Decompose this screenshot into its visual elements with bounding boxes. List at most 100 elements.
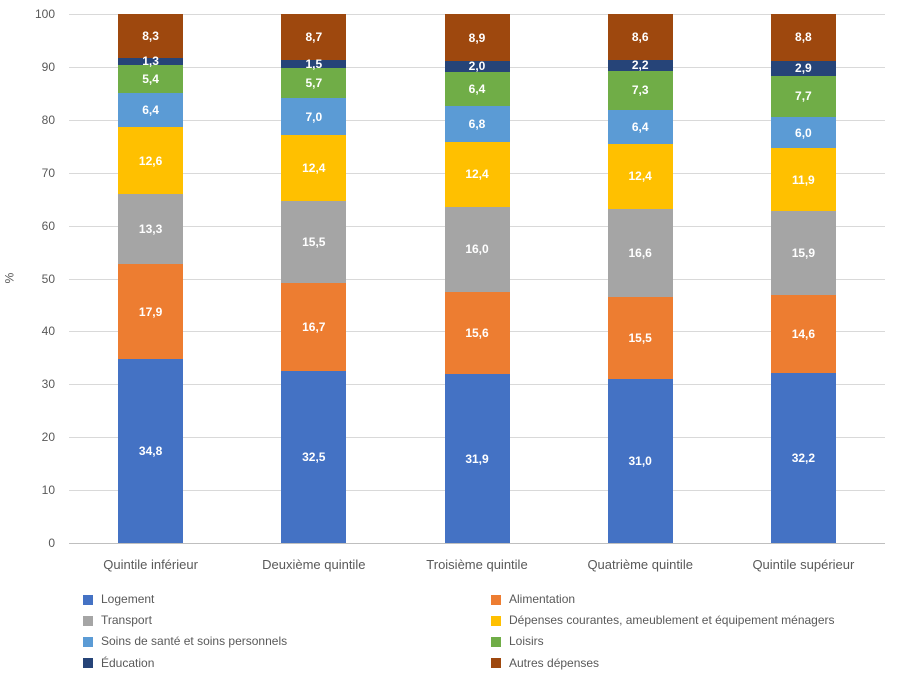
bar-segment: 7,7 (770, 75, 836, 117)
legend-item: Soins de santé et soins personnels (83, 635, 491, 648)
bar-segment: 6,0 (770, 116, 836, 149)
bar-segment-value: 31,0 (628, 454, 652, 468)
bar-segment: 8,9 (444, 14, 510, 62)
bar-segment-value: 1,3 (142, 54, 159, 69)
legend-label: Dépenses courantes, ameublement et équip… (509, 613, 835, 628)
bar-segment-value: 2,2 (631, 58, 649, 73)
bar-segment: 8,7 (281, 14, 347, 61)
x-axis-label: Troisième quintile (426, 557, 528, 572)
legend-label: Éducation (101, 655, 155, 670)
legend-swatch (83, 594, 93, 605)
bar-segment: 13,3 (118, 193, 184, 265)
bar-segment-value: 6,4 (142, 103, 159, 118)
bar-segment-value: 2,0 (468, 59, 486, 74)
bar-segment-value: 16,6 (628, 246, 652, 261)
legend-label: Alimentation (509, 592, 576, 606)
legend-item: Loisirs (491, 635, 835, 648)
bar-segment: 1,5 (281, 57, 347, 72)
legend-swatch (83, 615, 93, 626)
bar-segment: 1,3 (118, 54, 184, 69)
bar-segment: 15,5 (281, 200, 347, 283)
bar-segment: 32,5 (281, 371, 347, 543)
bar-segment-value: 6,4 (468, 81, 486, 96)
bar-segment-value: 2,9 (795, 61, 812, 76)
legend-swatch (491, 636, 501, 647)
bar-segment: 14,6 (770, 295, 836, 373)
x-axis-label: Deuxième quintile (262, 557, 366, 572)
bar-segment-value: 12,6 (138, 153, 163, 168)
bar-segment-value: 31,9 (465, 451, 489, 466)
bar-segment: 32,2 (770, 372, 836, 543)
bar-segment-value: 8,3 (142, 28, 159, 43)
legend: Logement Alimentation Transport Dépenses co… (83, 592, 835, 670)
bar-segment: 5,7 (281, 67, 347, 99)
bar-segment-value: 16,0 (465, 242, 489, 257)
bar-segment: 15,5 (607, 297, 673, 380)
bar-segment: 6,4 (607, 109, 673, 144)
legend-item: Alimentation (491, 592, 835, 606)
legend-label: Transport (101, 613, 152, 628)
y-tick-label: 0 (48, 536, 55, 550)
y-axis: 0 10 20 30 40 50 60 70 80 90 100 (0, 0, 55, 560)
bar-segment-value: 14,6 (791, 327, 816, 342)
bar-segment-value: 15,9 (791, 246, 816, 261)
bar-segment: 15,9 (770, 211, 836, 296)
bar-segment: 17,9 (118, 264, 184, 359)
y-tick-label: 80 (41, 112, 55, 127)
y-tick-label: 90 (41, 59, 55, 74)
x-axis-label: Quintile inférieur (103, 557, 198, 572)
bar-segment-value: 6,8 (468, 116, 486, 131)
bar-segment-value: 12,4 (465, 167, 489, 182)
bar-segment-value: 7,3 (631, 83, 649, 98)
bar-segment: 5,4 (118, 64, 184, 94)
bar-segment: 8,3 (118, 14, 184, 58)
legend-swatch (491, 615, 501, 626)
legend-item: Autres dépenses (491, 655, 835, 670)
y-tick-label: 60 (41, 218, 55, 233)
bar-segment-value: 11,9 (792, 172, 815, 187)
bar-segment: 12,4 (281, 135, 347, 201)
bar-segment: 7,3 (607, 71, 673, 110)
plot-area: 34,8 17,9 13,3 12,6 6,4 5,4 1,3 8,3 32,5 16,7 15,5… (69, 14, 885, 544)
bar-segment: 12,6 (118, 127, 184, 194)
bar-segment: 16,0 (444, 207, 510, 292)
bar-segment-value: 13,3 (138, 222, 163, 237)
bar-segment: 16,7 (281, 282, 347, 372)
legend-label: Loisirs (509, 634, 544, 649)
bar-segment: 12,4 (607, 143, 673, 210)
bar-segment: 12,4 (444, 141, 510, 208)
bar-segment-value: 8,6 (631, 29, 649, 44)
bar-segment: 6,8 (444, 105, 510, 142)
bar-segment-value: 15,6 (465, 325, 489, 340)
bar-segment-value: 32,5 (302, 450, 326, 465)
bar-column-1: 34,8 17,9 13,3 12,6 6,4 5,4 1,3 8,3 (118, 14, 184, 543)
bar-segment-value: 15,5 (302, 234, 326, 249)
bar-segment-value: 12,4 (628, 169, 652, 184)
bar-segment: 8,6 (607, 14, 673, 60)
legend-label: Logement (101, 592, 155, 606)
bar-segment-value: 12,4 (302, 160, 326, 175)
y-tick-label: 10 (41, 483, 55, 498)
legend-label: Autres dépenses (509, 655, 600, 670)
legend-swatch (491, 594, 501, 605)
y-tick-label: 20 (41, 430, 55, 445)
bar-column-2: 32,5 16,7 15,5 12,4 7,0 5,7 1,5 8,7 (281, 14, 347, 543)
bar-segment-value: 6,0 (795, 125, 812, 140)
legend-swatch (83, 658, 93, 669)
x-axis-label: Quatrième quintile (587, 557, 693, 572)
bar-segment-value: 5,7 (305, 76, 323, 91)
bar-segment-value: 1,5 (305, 57, 323, 72)
bar-segment: 2,0 (444, 59, 510, 74)
bar-segment: 16,6 (607, 209, 673, 298)
bar-segment: 31,0 (607, 379, 673, 543)
legend-item: Éducation (83, 655, 491, 670)
bar-segment: 7,0 (281, 98, 347, 136)
bar-column-3: 31,9 15,6 16,0 12,4 6,8 6,4 2,0 8,9 (444, 14, 510, 543)
bar-segment-value: 32,2 (791, 450, 816, 465)
bar-segment-value: 8,7 (305, 30, 323, 45)
bar-segment-value: 17,9 (138, 304, 163, 319)
legend-item: Transport (83, 613, 491, 628)
legend-label: Soins de santé et soins personnels (101, 634, 288, 649)
bar-segment-value: 16,7 (302, 319, 326, 334)
